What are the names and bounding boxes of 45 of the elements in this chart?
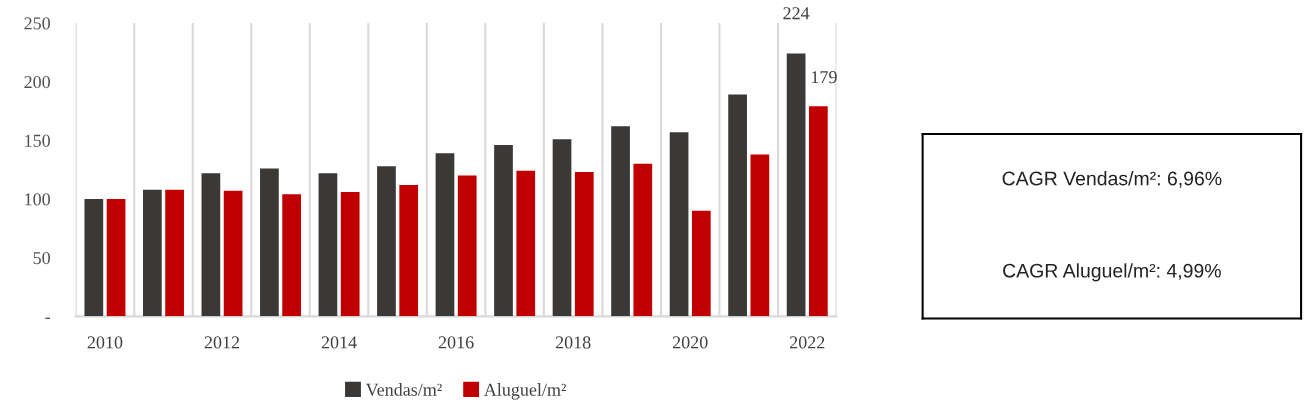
text: CAGR Vendas/m²: 6,96%	[1002, 171, 1222, 188]
bar	[223, 190, 243, 317]
bar	[574, 172, 594, 317]
x-tick-label: 2014	[321, 336, 357, 349]
bar	[552, 139, 572, 317]
x-tick-label: 2018	[555, 336, 591, 349]
bar	[201, 173, 221, 317]
x-tick-label: 2010	[87, 336, 123, 349]
bar	[516, 170, 536, 317]
bar	[142, 189, 162, 317]
y-tick-label: 150	[25, 134, 50, 147]
bar	[669, 132, 689, 317]
bar	[809, 106, 828, 317]
bar	[318, 173, 338, 317]
legend-label: Aluguel/m²	[483, 383, 567, 400]
bar	[260, 168, 279, 317]
bar	[728, 94, 747, 317]
bar	[377, 166, 396, 317]
x-tick-label: 2012	[204, 336, 240, 349]
bar	[611, 126, 630, 317]
y-tick-label: 250	[24, 17, 50, 30]
bar	[494, 145, 513, 317]
y-tick-label: 50	[33, 251, 50, 265]
bar	[435, 153, 455, 317]
bar	[282, 194, 302, 317]
data-label: 224	[783, 7, 810, 20]
legend-label: Vendas/m²	[365, 383, 442, 396]
bar	[84, 199, 104, 317]
bar	[750, 154, 770, 317]
y-tick-label: 100	[25, 193, 50, 206]
y-tick-label: 200	[24, 75, 50, 89]
text: CAGR Aluguel/m²: 4,99%	[1003, 263, 1221, 282]
bar	[457, 175, 477, 317]
x-tick-label: 2022	[789, 336, 825, 349]
x-tick-label: 2016	[438, 336, 474, 349]
bar	[691, 210, 711, 317]
y-tick-label: -	[45, 317, 51, 320]
bar	[106, 199, 126, 317]
bar	[340, 191, 360, 317]
data-label: 179	[811, 71, 837, 84]
bar	[399, 184, 419, 317]
bar	[633, 163, 653, 317]
bar	[165, 189, 184, 317]
bar	[786, 53, 806, 317]
x-tick-label: 2020	[672, 336, 708, 349]
